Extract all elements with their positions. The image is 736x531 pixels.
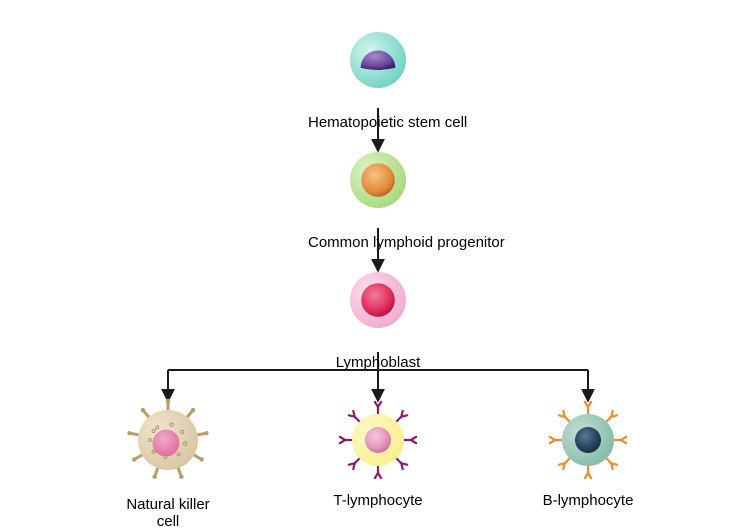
cell-hsc [328,10,428,110]
node-nk: Natural killercell [98,410,238,531]
node-tcell: T-lymphocyte [308,414,448,509]
node-bcell: B-lymphocyte [518,414,658,509]
node-lymphoblast: Lymphoblast [308,272,448,371]
label-nk: Natural killercell [98,496,238,531]
cell-nk [116,388,220,492]
cell-clp [328,130,428,230]
label-lymphoblast: Lymphoblast [308,354,448,371]
cell-lymphoblast [328,250,428,350]
label-clp: Common lymphoid progenitor [308,234,448,251]
label-hsc: Hematopoietic stem cell [308,114,448,131]
cell-bcell [540,392,636,488]
node-clp: Common lymphoid progenitor [308,152,448,251]
label-tcell: T-lymphocyte [308,492,448,509]
label-bcell: B-lymphocyte [518,492,658,509]
node-hsc: Hematopoietic stem cell [308,32,448,131]
cell-tcell [330,392,426,488]
